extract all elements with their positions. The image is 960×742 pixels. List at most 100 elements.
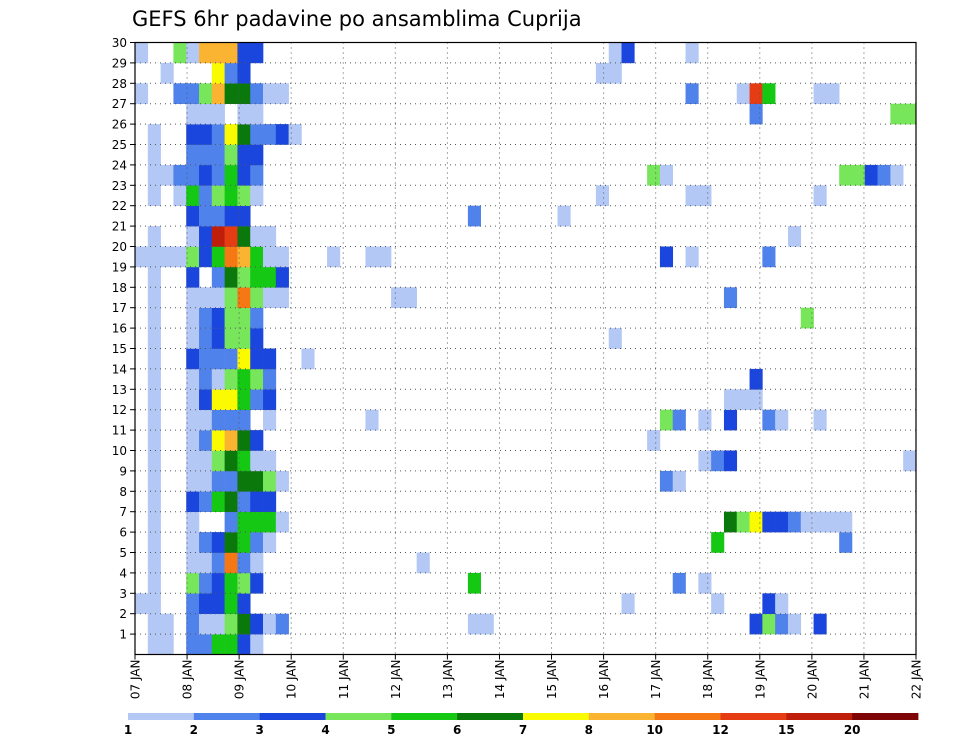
heat-cell	[467, 613, 481, 635]
heat-cell	[826, 83, 840, 104]
y-tick-label: 9	[119, 464, 127, 478]
heat-cell	[250, 470, 264, 492]
heat-cell	[647, 430, 661, 451]
heat-cell	[327, 246, 341, 268]
heat-cell	[608, 42, 622, 64]
heat-cell	[250, 450, 264, 472]
y-tick-label: 1	[119, 628, 127, 642]
heat-cell	[224, 205, 238, 227]
heat-cell	[211, 430, 225, 451]
y-tick-label: 8	[119, 485, 127, 499]
legend-swatch	[852, 713, 919, 720]
heat-cell	[250, 164, 264, 186]
heat-cell	[211, 593, 225, 614]
legend-label: 8	[585, 723, 593, 737]
heat-cell	[224, 368, 238, 390]
heat-cell	[147, 226, 161, 247]
heat-cell	[263, 83, 277, 104]
heat-cell	[775, 409, 789, 431]
heat-cell	[250, 572, 264, 594]
heat-cell	[211, 450, 225, 472]
heat-cell	[237, 430, 251, 451]
heat-cell	[186, 552, 200, 574]
heat-cell	[186, 83, 200, 104]
x-tick-label: 12 JAN	[389, 660, 403, 700]
heat-cell	[173, 185, 187, 206]
heat-cell	[211, 205, 225, 227]
heat-cell	[659, 164, 674, 186]
heat-cell	[608, 62, 622, 84]
heat-cell	[723, 287, 738, 308]
heat-cell	[237, 307, 251, 329]
heat-cell	[903, 103, 917, 125]
heat-cell	[762, 409, 776, 431]
legend-swatch	[457, 713, 524, 720]
legend-label: 3	[255, 723, 263, 737]
heat-cell	[186, 246, 200, 268]
heat-cell	[211, 552, 225, 574]
heat-cell	[263, 368, 277, 390]
heat-cell	[199, 572, 213, 594]
heat-cell	[775, 593, 789, 614]
heat-cell	[135, 246, 149, 268]
heat-cell	[250, 83, 264, 104]
heat-cell	[864, 164, 878, 186]
heat-cell	[237, 83, 251, 104]
heat-cell	[250, 42, 264, 64]
heat-cell	[186, 205, 200, 227]
heat-cell	[672, 572, 686, 594]
heat-cell	[365, 409, 379, 431]
heat-cell	[186, 185, 200, 206]
heat-cell	[275, 470, 289, 492]
heat-cell	[736, 389, 750, 410]
heat-cell	[224, 389, 238, 410]
heat-cell	[839, 164, 853, 186]
heat-cell	[224, 42, 238, 64]
heat-cell	[467, 572, 481, 594]
heat-cell	[749, 368, 763, 390]
heat-cell	[224, 124, 238, 145]
heat-cell	[160, 634, 174, 655]
heat-cell	[672, 470, 686, 492]
heat-cell	[147, 613, 161, 635]
heat-cell	[199, 409, 213, 431]
heat-cell	[723, 389, 738, 410]
heat-cell	[685, 83, 699, 104]
heat-cell	[147, 572, 161, 594]
heat-cell	[275, 613, 289, 635]
heat-cell	[173, 42, 187, 64]
heat-cell	[263, 124, 277, 145]
x-tick-label: 22 JAN	[910, 660, 924, 700]
heat-cell	[186, 389, 200, 410]
heat-cell	[211, 164, 225, 186]
heat-cell	[199, 348, 213, 370]
heat-cell	[160, 62, 174, 84]
heat-cell	[186, 572, 200, 594]
heat-cell	[250, 307, 264, 329]
y-tick-label: 7	[119, 505, 127, 519]
heat-cell	[237, 389, 251, 410]
heat-cell	[775, 511, 789, 533]
heat-cell	[224, 246, 238, 268]
heat-cell	[250, 348, 264, 370]
heat-cell	[211, 470, 225, 492]
heat-cell	[147, 328, 161, 349]
legend-label: 20	[844, 723, 861, 737]
y-axis: 1234567891011121314151617181920212223242…	[112, 36, 135, 642]
heat-cell	[147, 450, 161, 472]
color-legend: 1 2 3 4 5 6 7 8 10 12 15 20	[124, 713, 919, 737]
heat-cell	[199, 83, 213, 104]
heat-cell	[211, 634, 225, 655]
heat-cell	[237, 103, 251, 125]
heat-cell	[237, 205, 251, 227]
heat-cell	[173, 83, 187, 104]
heat-cell	[698, 450, 712, 472]
heat-cell	[237, 226, 251, 247]
heat-cell	[147, 246, 161, 268]
legend-label: 1	[124, 723, 132, 737]
x-tick-label: 17 JAN	[649, 660, 663, 700]
heat-cell	[762, 593, 776, 614]
heat-cell	[224, 593, 238, 614]
y-tick-label: 21	[112, 220, 127, 234]
heat-cell	[659, 470, 674, 492]
